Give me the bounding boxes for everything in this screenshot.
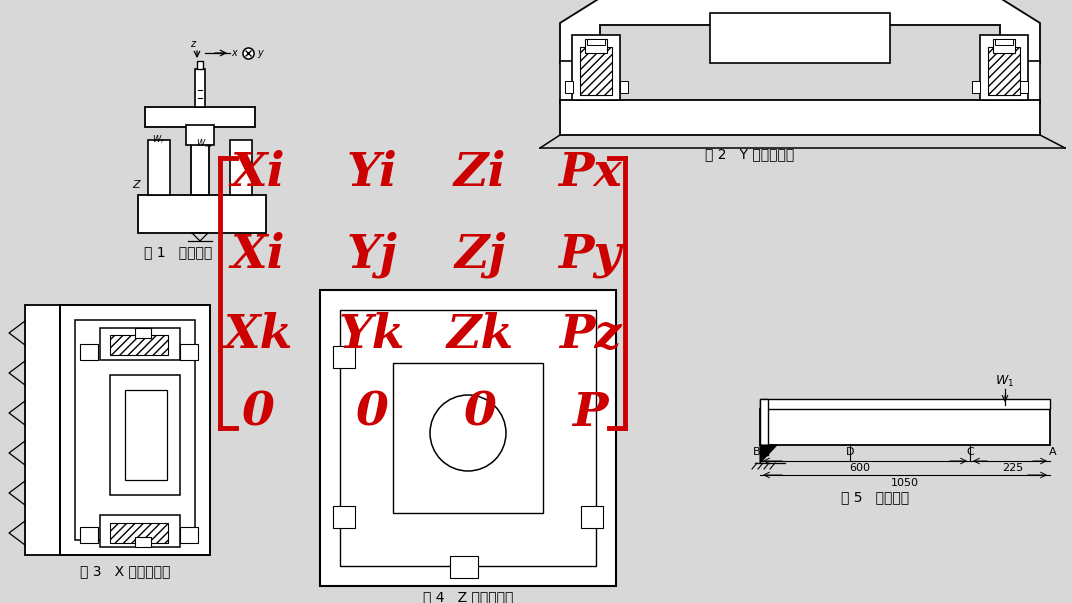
Circle shape [430,395,506,471]
Bar [135,328,151,338]
Bar [572,35,620,100]
Bar [710,13,890,63]
Bar [995,39,1013,45]
Bar [197,61,203,69]
Bar [340,310,596,566]
Text: z: z [190,39,195,49]
Bar [125,390,167,480]
Text: B: B [754,447,761,457]
Text: Py: Py [559,232,622,278]
Bar [75,320,195,540]
Text: Zi: Zi [453,150,506,196]
Text: $W_f$: $W_f$ [152,134,165,147]
Bar [100,515,180,547]
Bar [148,140,170,195]
Bar [230,140,252,195]
Bar [988,47,1019,95]
Text: y: y [257,48,263,58]
Bar [1000,61,1040,103]
Bar [180,344,198,360]
Bar [760,409,1049,445]
Text: Yk: Yk [339,312,405,358]
Bar [581,506,602,528]
Bar [80,344,98,360]
Bar [760,399,768,455]
Text: x: x [230,48,237,58]
Bar [565,81,574,93]
Text: Yi: Yi [346,150,398,196]
Bar [620,81,628,93]
Text: $W_{x\alpha}$: $W_{x\alpha}$ [196,138,213,151]
Text: Z: Z [132,180,139,190]
Bar [110,375,180,495]
Text: Pz: Pz [559,312,621,358]
Bar [993,39,1015,53]
Text: 图 3   X 向导轨简图: 图 3 X 向导轨简图 [79,564,170,578]
Text: 1050: 1050 [891,478,919,488]
Polygon shape [560,0,1040,63]
Text: C: C [966,447,973,457]
Bar [560,100,1040,135]
Bar [110,523,168,543]
Bar [333,506,355,528]
Bar [450,556,478,578]
Bar [585,39,607,53]
Text: 0: 0 [241,390,274,436]
Bar [760,399,1049,409]
Bar [333,346,355,368]
Bar [587,39,605,45]
Text: 0: 0 [463,390,496,436]
Text: $W_1$: $W_1$ [996,374,1014,389]
Bar [187,125,214,145]
Text: D: D [846,447,854,457]
Text: 图 4   Z 向导轨简图: 图 4 Z 向导轨简图 [422,590,513,603]
Text: Xi: Xi [230,232,285,278]
Text: Yj: Yj [346,232,398,278]
Bar [195,69,205,107]
Polygon shape [760,445,777,463]
Bar [1019,81,1028,93]
Bar [560,61,600,103]
Bar [980,35,1028,100]
Bar [100,328,180,360]
Bar [191,127,209,195]
Bar [110,335,168,355]
Text: Px: Px [559,150,622,196]
Bar [25,305,60,555]
Bar [321,290,616,586]
Text: 600: 600 [849,463,870,473]
Text: Xk: Xk [223,312,293,358]
Bar [393,363,544,513]
Bar [180,527,198,543]
Bar [972,81,980,93]
Text: 图 2   Y 向导轨简图: 图 2 Y 向导轨简图 [705,147,794,161]
Text: 225: 225 [1002,463,1024,473]
Text: A: A [1049,447,1057,457]
Text: 图 1   结构简图: 图 1 结构简图 [144,245,212,259]
Bar [135,537,151,547]
Bar [145,107,255,127]
Text: Xi: Xi [230,150,285,196]
Text: Zk: Zk [446,312,513,358]
Bar [60,305,210,555]
Bar [580,47,612,95]
Bar [80,527,98,543]
Text: Zj: Zj [455,232,506,278]
Text: P: P [572,390,608,436]
Text: 0: 0 [356,390,388,436]
Bar [138,195,266,233]
Text: 图 5   横梁简图: 图 5 横梁简图 [840,490,909,504]
